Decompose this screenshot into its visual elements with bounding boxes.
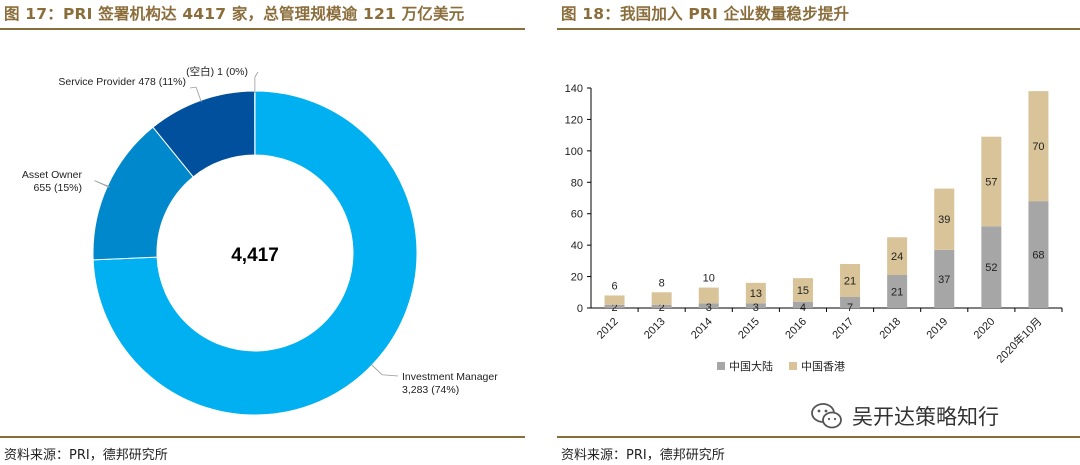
bar-value-label: 10	[703, 273, 715, 285]
x-tick-label: 2013	[642, 316, 668, 342]
figure-17-title: 图 17：PRI 签署机构达 4417 家，总管理规模逾 121 万亿美元	[4, 5, 465, 23]
donut-label-0: Investment Manager	[402, 371, 498, 383]
bar-mainland-2017	[840, 297, 861, 308]
bar-hongkong-2012	[604, 295, 625, 305]
y-tick-label: 100	[565, 146, 583, 158]
x-tick-label: 2019	[925, 316, 951, 342]
x-tick-label: 2016	[783, 316, 809, 342]
figure-17-source: 资料来源：PRI，德邦研究所	[4, 448, 168, 463]
y-tick-label: 120	[565, 114, 583, 126]
donut-leader-3	[254, 71, 259, 94]
bar-mainland-2012	[604, 304, 625, 308]
bar-hongkong-2014	[698, 287, 719, 304]
bar-value-label: 2	[659, 302, 665, 314]
donut-sublabel-1: 655 (15%)	[34, 182, 82, 194]
bar-value-label: 8	[659, 277, 665, 289]
bar-mainland-2019	[934, 249, 955, 308]
bar-value-label: 13	[750, 288, 762, 300]
bar-value-label: 2	[611, 302, 617, 314]
wechat-icon	[811, 403, 842, 429]
bar-value-label: 7	[847, 302, 853, 314]
source-rule	[0, 436, 525, 438]
y-tick-label: 140	[565, 83, 583, 95]
stacked-bar-chart: 0 20 40 60 80 100 120 140 2 6 2012 2 8 2013 3 10 2014 3 13…	[565, 83, 1063, 373]
bar-value-label: 3	[706, 302, 712, 314]
title-rule	[0, 28, 525, 30]
donut-label-2: Service Provider 478 (11%)	[58, 76, 186, 88]
bar-mainland-2015	[745, 303, 766, 308]
figure-17-panel: 图 17：PRI 签署机构达 4417 家，总管理规模逾 121 万亿美元 4,…	[0, 0, 525, 465]
y-tick-label: 40	[571, 240, 583, 252]
x-tick-label: 2020	[972, 316, 998, 342]
donut-leader-2	[189, 86, 202, 103]
x-tick-label: 2020年10月	[993, 314, 1044, 365]
bar-hongkong-2020年10月	[1028, 91, 1049, 202]
bar-value-label: 3	[753, 302, 759, 314]
bar-value-label: 21	[891, 287, 903, 299]
legend-swatch-0	[717, 362, 725, 370]
bar-value-label: 21	[844, 276, 856, 288]
figure-18-panel: 图 18：我国加入 PRI 企业数量稳步提升 0 20 40 60 80 100 120 14…	[557, 0, 1080, 465]
bar-hongkong-2015	[745, 282, 766, 304]
x-tick-label: 2012	[595, 316, 621, 342]
bar-hongkong-2019	[934, 188, 955, 250]
bar-hongkong-2016	[792, 278, 813, 302]
figure-18-title: 图 18：我国加入 PRI 企业数量稳步提升	[561, 5, 850, 23]
y-tick-label: 80	[571, 177, 583, 189]
bar-hongkong-2013	[651, 292, 672, 305]
legend-label-1: 中国香港	[801, 360, 845, 373]
donut-slice-0	[92, 90, 418, 416]
y-tick-label: 0	[577, 303, 583, 315]
donut-leader-1	[94, 180, 111, 188]
watermark-text: 吴开达策略知行	[852, 405, 999, 429]
y-tick-label: 20	[571, 272, 583, 284]
bar-mainland-2020年10月	[1028, 201, 1049, 308]
legend-label-0: 中国大陆	[729, 359, 773, 373]
source-rule	[557, 436, 1080, 438]
bar-mainland-2016	[792, 301, 813, 308]
x-tick-label: 2014	[689, 316, 715, 342]
bar-mainland-2018	[887, 275, 908, 308]
x-tick-label: 2017	[830, 316, 856, 342]
bar-value-label: 37	[938, 274, 950, 286]
bar-hongkong-2018	[887, 237, 908, 275]
bar-value-label: 6	[611, 280, 617, 292]
donut-leader-0	[370, 363, 399, 377]
x-tick-label: 2018	[877, 316, 903, 342]
bar-value-label: 57	[985, 177, 997, 189]
figure-18-source: 资料来源：PRI，德邦研究所	[561, 448, 725, 463]
y-tick-label: 60	[571, 209, 583, 221]
legend-swatch-1	[789, 362, 797, 370]
x-tick-label: 2015	[736, 316, 762, 342]
donut-label-3: (空白) 1 (0%)	[186, 65, 248, 78]
bar-mainland-2013	[651, 304, 672, 308]
bar-value-label: 52	[985, 262, 997, 274]
bar-value-label: 39	[938, 214, 950, 226]
bar-hongkong-2020	[981, 136, 1002, 227]
bar-mainland-2014	[698, 303, 719, 308]
bar-value-label: 68	[1032, 250, 1044, 262]
donut-center-label: 4,417	[231, 245, 279, 266]
bar-value-label: 70	[1032, 141, 1044, 153]
bar-mainland-2020	[981, 226, 1002, 308]
bar-value-label: 24	[891, 251, 903, 263]
donut-label-1: Asset Owner	[22, 169, 83, 181]
bar-value-label: 15	[797, 285, 809, 297]
bar-hongkong-2017	[840, 264, 861, 297]
watermark: 吴开达策略知行	[810, 398, 999, 434]
donut-sublabel-0: 3,283 (74%)	[402, 384, 459, 396]
title-rule	[557, 28, 1080, 30]
bar-value-label: 4	[800, 302, 806, 314]
